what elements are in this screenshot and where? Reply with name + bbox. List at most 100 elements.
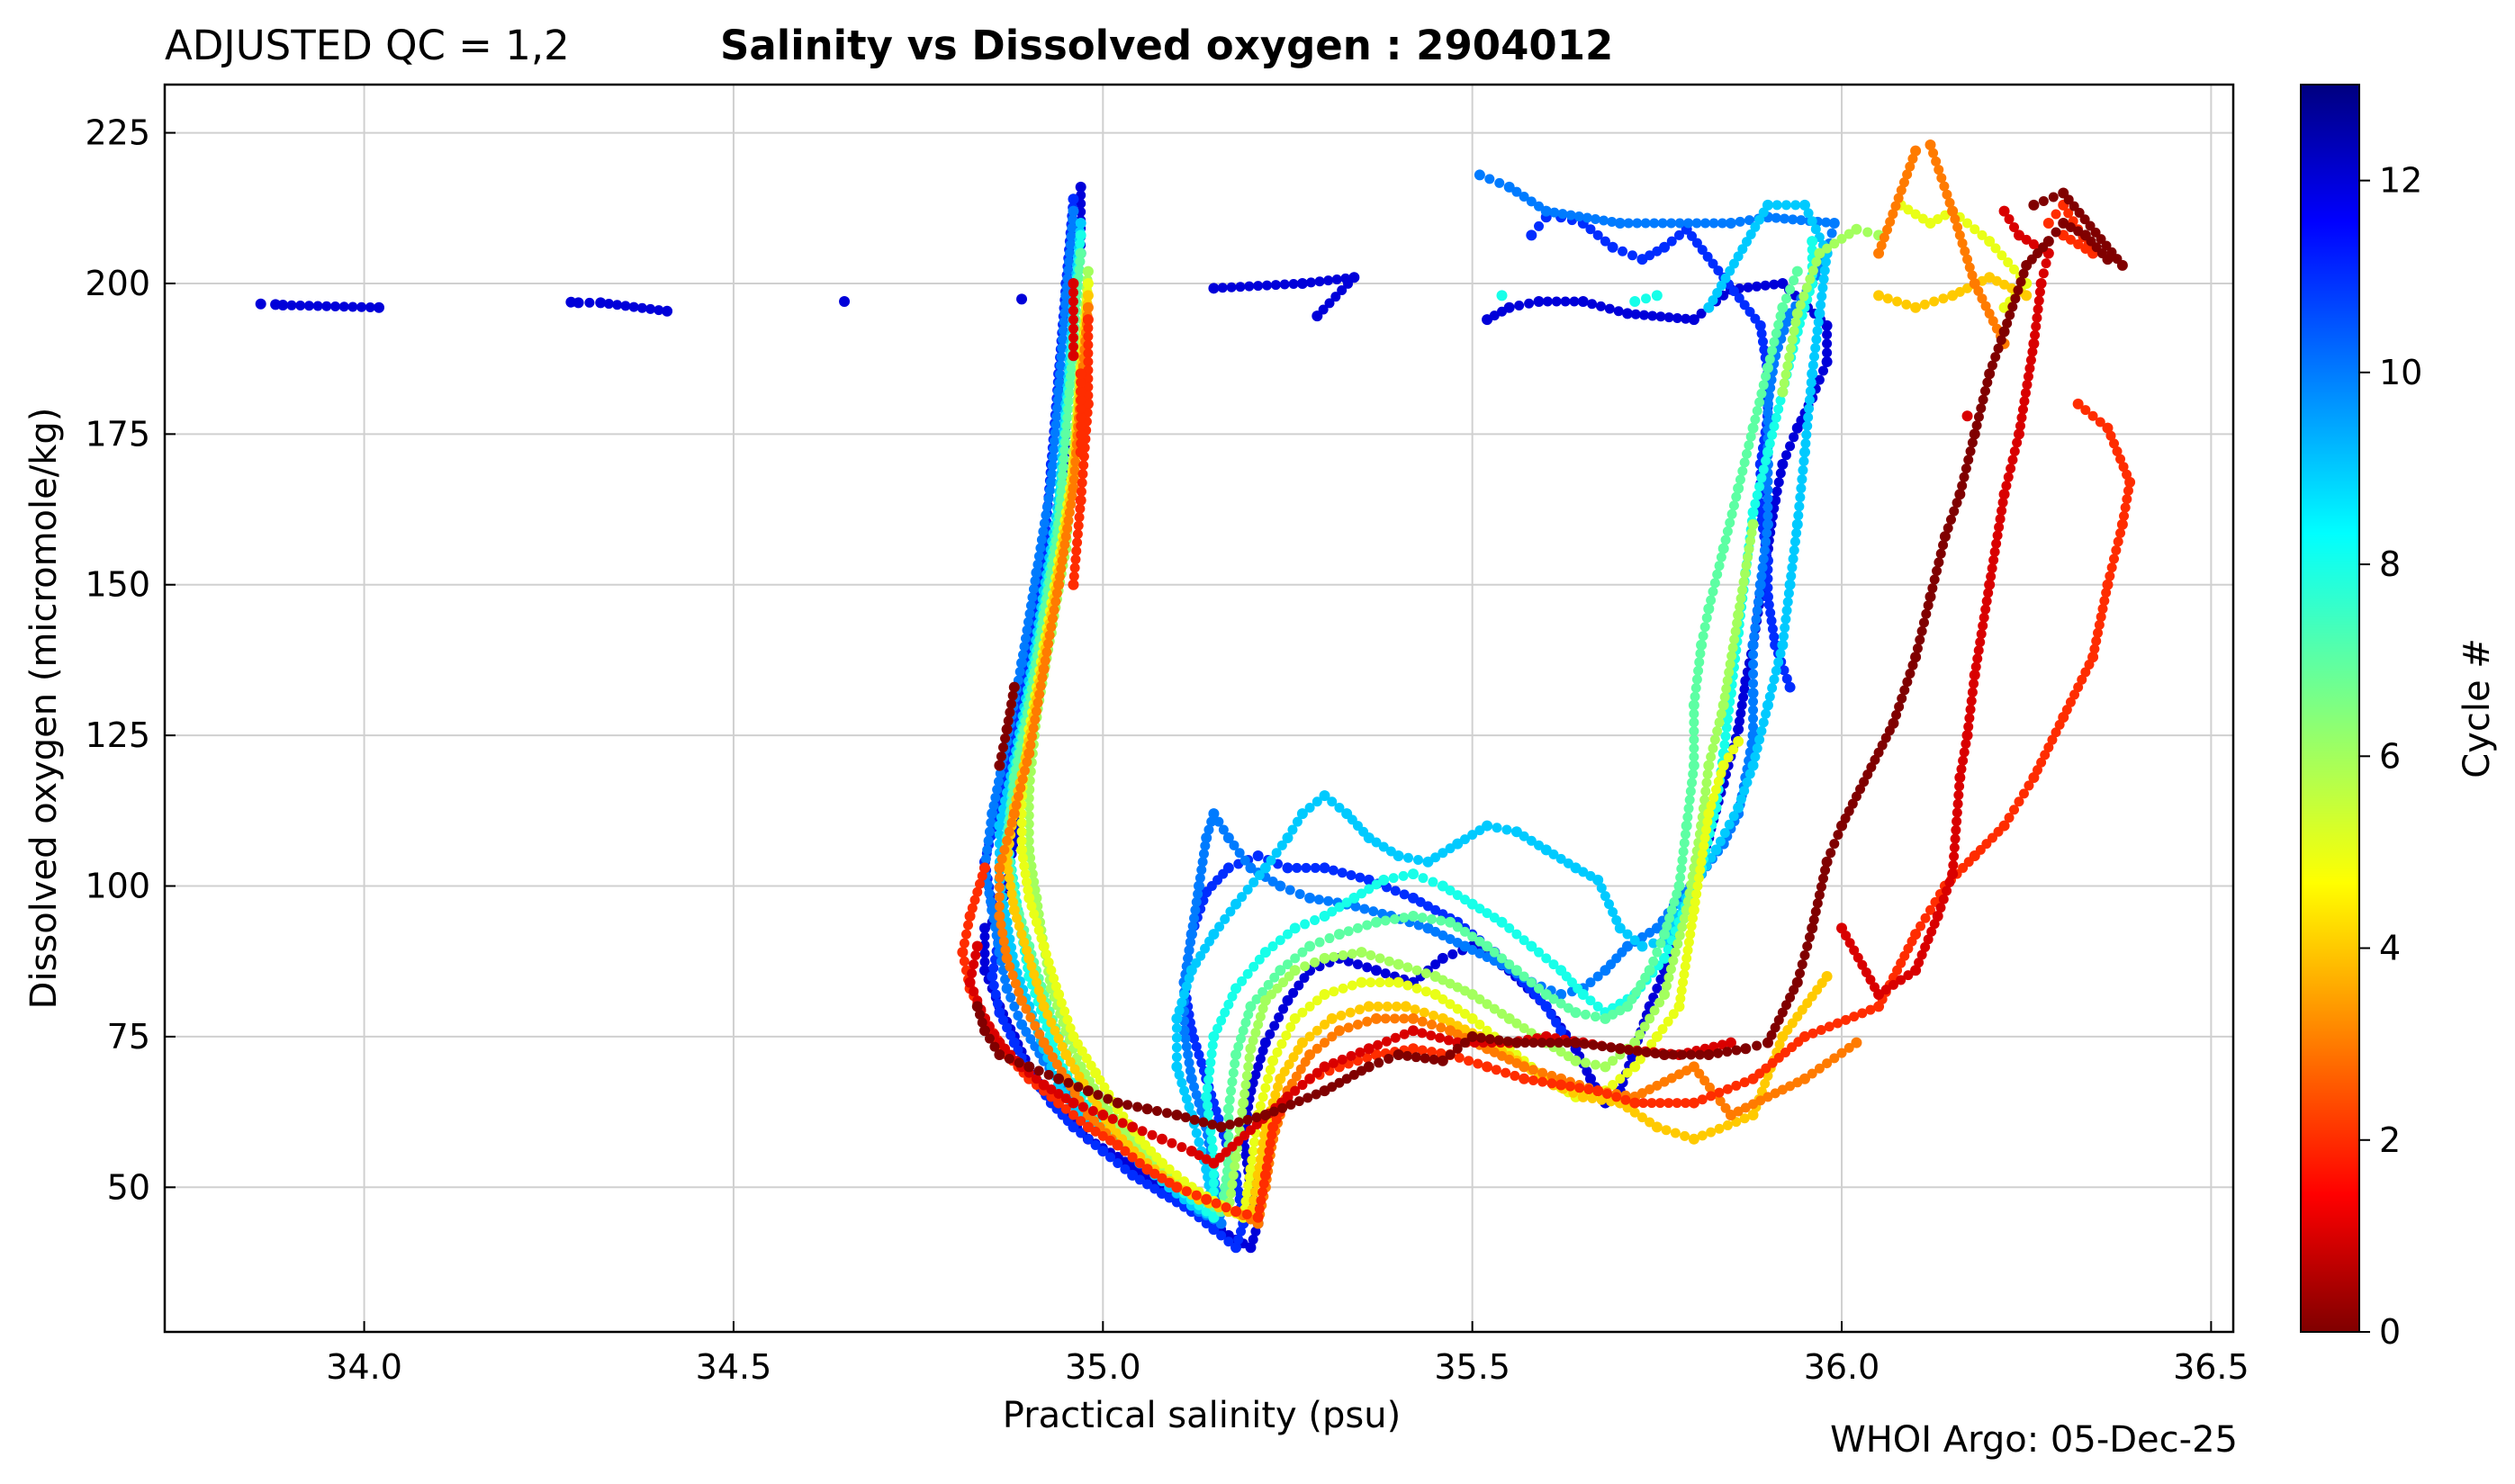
data-point (1614, 218, 1626, 229)
data-point (1739, 1113, 1750, 1124)
data-point (2018, 268, 2029, 279)
data-point (1984, 308, 1995, 319)
data-point (1022, 877, 1032, 887)
data-point (969, 895, 980, 905)
data-point (1338, 983, 1348, 994)
data-point (983, 835, 994, 846)
data-point (1903, 204, 1914, 215)
data-point (1969, 670, 1980, 681)
data-point (1676, 985, 1687, 996)
data-point (1781, 317, 1792, 328)
data-point (1077, 1046, 1087, 1057)
data-point (1690, 691, 1700, 702)
data-point (1680, 1098, 1690, 1109)
data-point (1083, 323, 1094, 334)
data-point (960, 929, 971, 940)
data-point (1010, 978, 1021, 989)
data-point (1979, 612, 1989, 623)
data-point (1771, 486, 1782, 497)
data-point (1565, 210, 1576, 220)
data-point (987, 970, 998, 982)
data-point (1731, 1045, 1742, 1056)
data-point (1279, 279, 1290, 290)
data-point (1570, 1037, 1582, 1048)
data-point (1679, 913, 1690, 924)
data-point (1829, 238, 1840, 249)
data-point (1054, 378, 1065, 389)
data-point (1082, 290, 1094, 301)
data-point (1065, 380, 1076, 391)
data-point (1337, 285, 1348, 296)
data-point (1757, 337, 1768, 347)
data-point (1970, 661, 1981, 672)
data-point (2120, 502, 2131, 513)
data-point (1380, 968, 1391, 979)
data-point (356, 301, 367, 312)
data-point (1762, 362, 1773, 373)
data-point (1519, 1023, 1529, 1034)
data-point (1699, 622, 1710, 633)
data-point (1207, 1039, 1218, 1050)
data-point (1668, 1049, 1679, 1060)
data-point (1003, 715, 1014, 726)
data-point (1624, 1045, 1635, 1056)
data-point (1747, 639, 1759, 651)
data-point (1816, 300, 1826, 310)
data-point (1720, 731, 1731, 742)
data-point (620, 301, 631, 311)
data-point (1688, 1097, 1699, 1109)
data-point (1877, 740, 1888, 751)
data-point (1916, 949, 1927, 960)
data-point (1631, 986, 1642, 997)
data-point (1189, 1033, 1200, 1044)
data-point (1291, 1071, 1302, 1082)
data-point (1268, 1106, 1279, 1117)
data-point (1935, 548, 1946, 559)
data-point (1072, 1039, 1083, 1049)
data-point (969, 986, 979, 997)
data-point (1791, 527, 1802, 538)
data-point (1510, 965, 1522, 976)
data-point (1127, 1152, 1138, 1163)
data-point (1519, 971, 1529, 982)
data-point (1213, 1113, 1224, 1124)
data-point (1949, 506, 1960, 517)
data-point (1777, 639, 1789, 651)
data-point (1988, 316, 1998, 327)
data-point (1873, 989, 1885, 1001)
data-point (1224, 1120, 1235, 1130)
data-point (1798, 199, 1810, 211)
data-point (1629, 1107, 1640, 1118)
data-point (1127, 1121, 1139, 1133)
data-point (1739, 1077, 1750, 1088)
data-point (1781, 605, 1792, 616)
data-point (1814, 1063, 1825, 1074)
data-point (1782, 360, 1793, 371)
data-point (1156, 1157, 1167, 1169)
data-point (1038, 940, 1050, 952)
data-point (1112, 1139, 1123, 1151)
data-point (970, 950, 981, 961)
data-point (1699, 795, 1710, 805)
data-point (1319, 911, 1330, 922)
data-point (2080, 667, 2091, 678)
data-point (1312, 995, 1322, 1006)
data-point (1923, 934, 1934, 945)
data-point (1399, 889, 1410, 900)
data-point (1682, 812, 1693, 823)
data-point (1225, 906, 1236, 917)
data-point (1951, 824, 1961, 835)
data-point (1083, 331, 1094, 342)
data-point (1410, 1004, 1420, 1015)
data-point (1739, 786, 1750, 796)
data-point (1060, 1103, 1071, 1114)
data-point (1345, 1007, 1356, 1018)
data-point (1663, 1098, 1674, 1109)
data-point (1208, 1169, 1219, 1180)
data-point (1288, 1052, 1299, 1063)
data-point (1750, 499, 1761, 509)
data-point (1132, 1102, 1143, 1112)
data-point (1898, 177, 1909, 188)
data-point (1934, 557, 1944, 568)
